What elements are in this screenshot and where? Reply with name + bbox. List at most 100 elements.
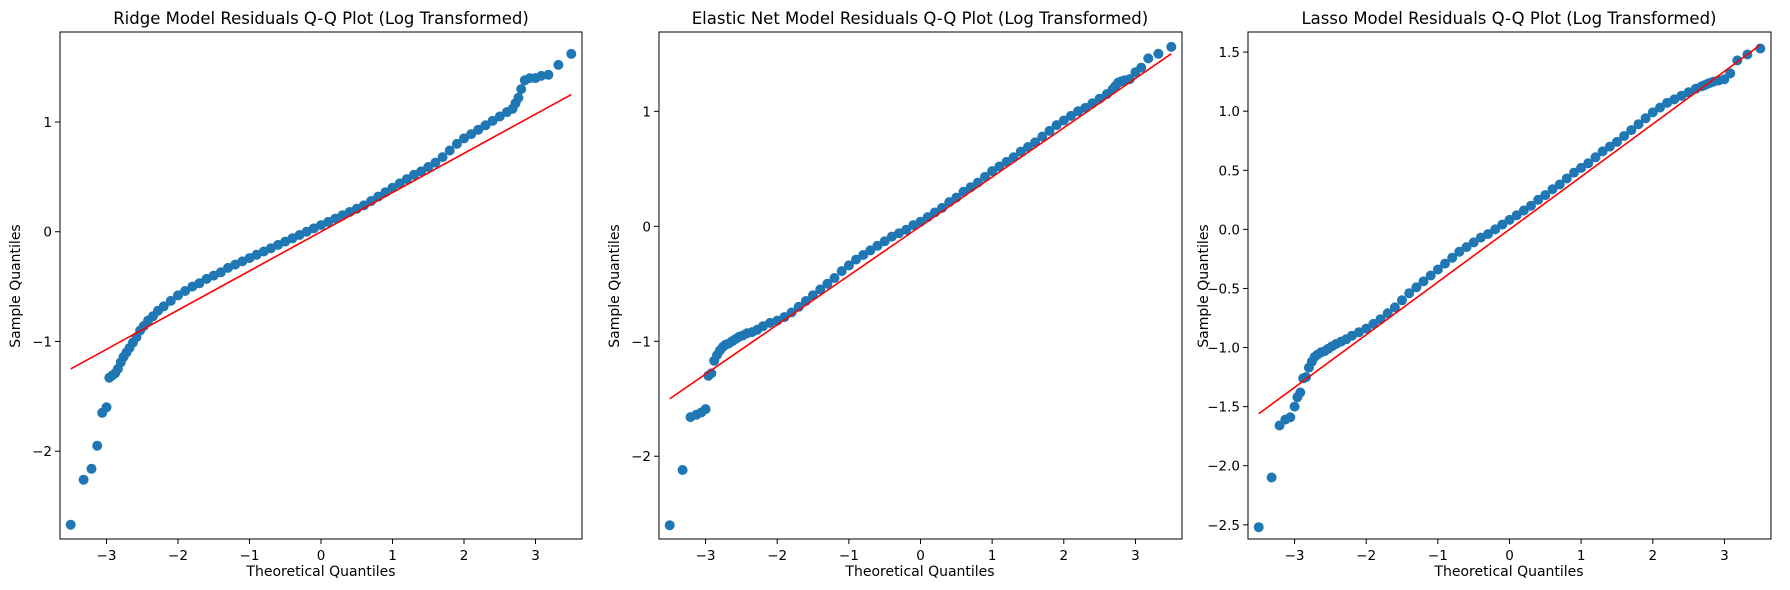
qq-point [706,368,717,379]
qq-point [1454,246,1465,257]
lasso-reference-line [1258,44,1761,415]
x-tick-label: −3 [1285,548,1305,564]
qq-point [1001,156,1012,167]
qq-point [1655,102,1665,113]
x-tick-label: 0 [916,548,925,564]
qq-point [994,161,1005,172]
qq-point [437,152,448,163]
qq-point [194,278,205,289]
qq-point [1490,224,1501,235]
qq-point [1361,323,1372,334]
qq-point [1051,120,1062,131]
y-tick-label: −1 [32,334,52,350]
qq-point [1461,242,1472,253]
qq-point [1640,113,1651,124]
qq-point [1447,252,1458,263]
y-tick-label: −1 [631,334,651,350]
x-tick-label: −2 [767,548,787,564]
qq-point [1604,141,1615,152]
qq-point [851,254,861,265]
qq-point [1425,270,1436,281]
qq-point [786,307,797,318]
qq-point [1432,264,1443,275]
qq-point [1058,115,1069,126]
qq-point [553,59,564,70]
x-tick-label: 3 [1131,548,1140,564]
qq-point [1418,276,1429,287]
x-tick-label: 0 [1505,548,1514,564]
y-tick-label: −0.5 [1207,281,1240,297]
y-tick-label: −1.5 [1207,400,1240,416]
qq-point [1569,167,1579,178]
qq-point [1468,237,1479,248]
qq-point [779,312,790,323]
y-tick-label: 0.5 [1219,163,1240,179]
y-tick-label: −1.0 [1207,341,1240,357]
qq-point [1044,125,1055,136]
qq-point [430,157,441,168]
x-tick-label: 2 [1059,548,1068,564]
qq-point [1583,158,1594,169]
qq-point [416,166,427,177]
ridge-qq-panel: Ridge Model Residuals Q-Q Plot (Log Tran… [8,9,583,580]
qq-point [78,474,89,485]
qq-point [858,250,869,260]
qq-point [180,286,191,296]
qq-point [1547,184,1558,195]
ridge-reference-line [70,93,572,370]
elastic-net-qq-panel: Elastic Net Model Residuals Q-Q Plot (Lo… [607,9,1183,580]
qq-point [822,278,833,289]
lasso-y-axis-label: Sample Quantiles [1196,224,1212,347]
qq-point [1526,200,1536,211]
y-tick-label: 0 [43,225,52,241]
qq-point [1725,68,1736,79]
lasso-sample-points [1253,43,1766,533]
qq-point [92,440,103,451]
qq-point [664,520,675,531]
qq-point [1540,190,1551,201]
qq-point [1518,205,1529,216]
x-tick-label: −2 [168,548,188,564]
elastic-net-plot-frame [658,31,1183,540]
qq-point [1037,131,1048,142]
qq-point [401,174,412,185]
qq-point [1301,372,1311,383]
qq-point [1554,179,1565,190]
qq-point [516,84,527,95]
y-tick-label: −2.5 [1207,518,1240,534]
qq-point [1411,282,1422,293]
qq-point [1382,308,1393,319]
qq-point [1612,136,1622,147]
ridge-y-axis-label: Sample Quantiles [8,224,24,347]
x-tick-label: −1 [240,548,260,564]
qq-point [1266,472,1277,483]
qq-point [872,240,883,251]
x-tick-label: −1 [839,548,859,564]
qq-point [1166,41,1177,52]
qq-point [101,402,112,413]
qq-point [165,295,176,306]
ridge-chart-title: Ridge Model Residuals Q-Q Plot (Log Tran… [113,9,529,28]
qq-point [1153,48,1164,59]
qq-point [1143,53,1154,64]
qq-point [1253,522,1264,533]
y-tick-label: 1 [642,104,651,120]
x-tick-label: 2 [460,548,469,564]
qq-point [1397,295,1407,306]
qq-point [836,266,847,277]
ridge-plot-frame [59,31,583,540]
y-tick-label: −2 [631,449,651,465]
qq-point [487,115,498,126]
qq-point [513,92,524,103]
y-tick-label: 1.0 [1219,104,1240,120]
qq-point [1295,387,1306,398]
x-tick-label: 3 [531,548,540,564]
y-tick-label: −2 [32,444,52,460]
elastic-net-y-axis-label: Sample Quantiles [607,224,623,347]
qq-point [473,124,484,135]
qq-point [1289,401,1300,412]
lasso-x-axis-label: Theoretical Quantiles [1433,564,1583,580]
qq-point [158,301,169,312]
qq-point [451,138,462,149]
